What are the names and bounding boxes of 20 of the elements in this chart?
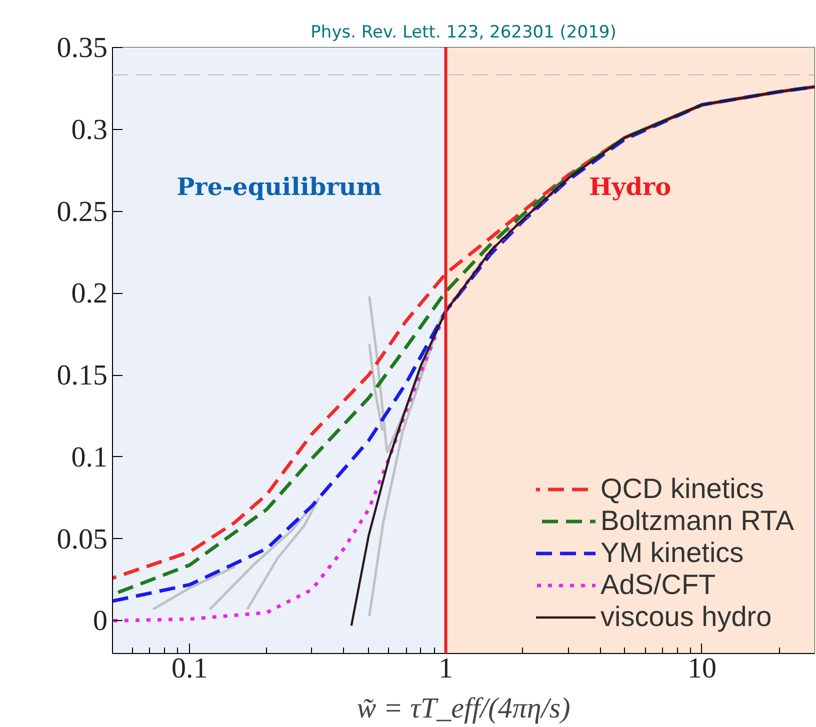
y-tick-label: 0.1: [71, 441, 108, 474]
y-tick-label: 0: [93, 605, 108, 638]
y-tick-label: 0.2: [71, 278, 108, 310]
y-tick-label: 0.25: [56, 196, 108, 228]
y-tick-label: 0.05: [56, 523, 108, 556]
legend-label: AdS/CFT: [600, 569, 716, 601]
legend-label: Boltzmann RTA: [600, 505, 794, 537]
legend-label: QCD kinetics: [600, 473, 764, 505]
x-tick-label: 10: [687, 652, 716, 684]
legend-label: viscous hydro: [600, 601, 772, 633]
y-tick-label: 0.15: [56, 360, 108, 392]
band-label: Hydro: [589, 172, 672, 202]
chart-title: Phys. Rev. Lett. 123, 262301 (2019): [310, 22, 616, 42]
y-tick-label: 0.3: [71, 114, 108, 146]
x-tick-label: 1: [438, 652, 454, 684]
band-label: Pre-equilibrum: [176, 172, 382, 202]
y-tick-label: 0.35: [56, 32, 108, 64]
x-tick-label: 0.1: [171, 652, 208, 684]
legend-label: YM kinetics: [600, 537, 744, 569]
x-axis-title: w̃ = τT_eff/(4πη/s): [356, 692, 570, 724]
